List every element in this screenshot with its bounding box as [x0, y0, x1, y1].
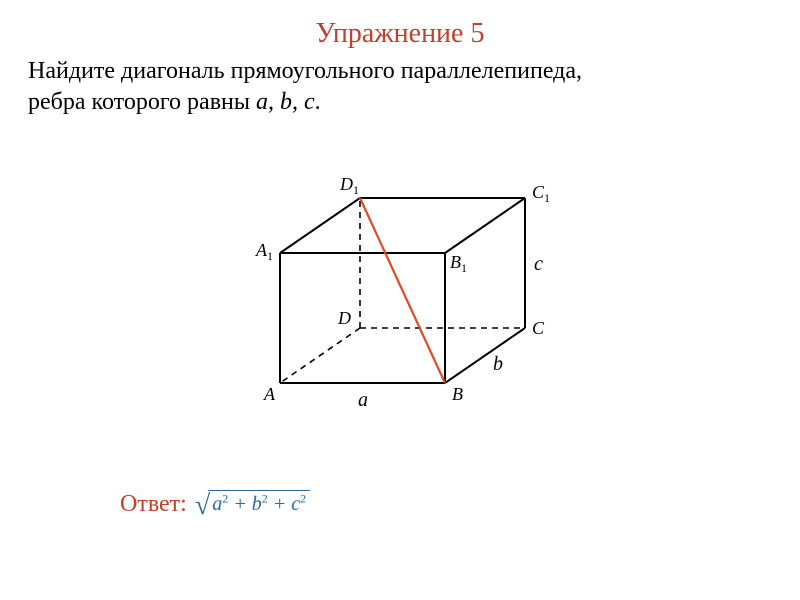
- slide: Упражнение 5 Найдите диагональ прямоугол…: [0, 0, 800, 600]
- sqrt-icon: √ a2 + b2 + c2: [195, 490, 310, 518]
- radicand: a2 + b2 + c2: [208, 490, 310, 518]
- term-c: c: [291, 493, 300, 515]
- exp-c: 2: [300, 491, 306, 505]
- exercise-prompt: Найдите диагональ прямоугольного паралле…: [28, 56, 772, 118]
- edge-labels: a b c: [358, 253, 543, 411]
- label-D: D: [337, 308, 351, 328]
- label-B1: B1: [450, 252, 467, 275]
- edge-label-b: b: [493, 353, 503, 375]
- label-A1: A1: [255, 240, 273, 263]
- term-b: b: [252, 493, 262, 515]
- answer-expression: √ a2 + b2 + c2: [195, 490, 310, 518]
- prompt-line-2b: .: [315, 89, 321, 115]
- prompt-line-1: Найдите диагональ прямоугольного паралле…: [28, 58, 582, 84]
- radical-symbol: √: [195, 492, 210, 520]
- label-D1: D1: [339, 174, 359, 197]
- figure-container: A B C D A1 B1 C1: [28, 138, 772, 418]
- prompt-vars: a, b, c: [256, 89, 315, 115]
- exercise-title: Упражнение 5: [28, 18, 772, 50]
- space-diagonal: [360, 198, 445, 383]
- plus-2: +: [268, 493, 292, 515]
- edge-label-c: c: [534, 253, 543, 275]
- answer-row: Ответ: √ a2 + b2 + c2: [120, 490, 310, 518]
- answer-label: Ответ:: [120, 491, 187, 518]
- label-A: A: [263, 384, 276, 404]
- label-B: B: [452, 384, 463, 404]
- plus-1: +: [228, 493, 252, 515]
- prompt-line-2a: ребра которого равны: [28, 89, 256, 115]
- parallelepiped-figure: A B C D A1 B1 C1: [220, 138, 580, 418]
- edge-label-a: a: [358, 389, 368, 411]
- term-a: a: [212, 493, 222, 515]
- label-C: C: [532, 318, 545, 338]
- label-C1: C1: [532, 182, 550, 205]
